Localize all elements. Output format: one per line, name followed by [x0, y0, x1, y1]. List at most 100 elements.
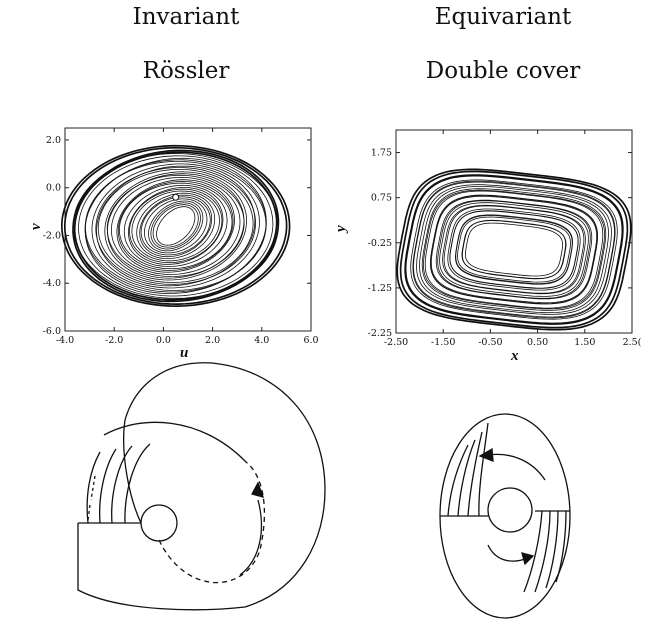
flow-line: [467, 431, 483, 517]
trajectory-loop: [461, 219, 567, 280]
y-tick-label: 0.0: [46, 183, 61, 194]
trajectory-loop: [416, 184, 612, 315]
trajectory-loop: [72, 149, 280, 303]
trajectory-loop: [464, 222, 564, 277]
trajectory-loop: [461, 220, 567, 279]
flow-arrow-shaft: [239, 499, 263, 576]
double-cover-attractor-plot: -2.50 -1.50 -0.50 0.50 1.50 2.5(1.75 0.75 -0.25…: [333, 129, 642, 364]
inner-band-edge: [103, 421, 247, 463]
trajectory-loop: [429, 194, 599, 305]
trajectory-loop: [84, 159, 267, 293]
attractor-trajectories: [60, 144, 291, 307]
x-tick-label: -2.50: [384, 337, 408, 348]
y-tick-label: -2.0: [43, 230, 61, 241]
flow-line: [99, 448, 117, 524]
y-tick-label: -6.0: [43, 326, 61, 337]
trajectory-loop: [116, 179, 235, 273]
flow-line: [86, 451, 101, 524]
trajectory-loop: [128, 187, 224, 265]
x-tick-label: 2.0: [205, 335, 220, 346]
trajectory-loop: [413, 181, 615, 318]
trajectory-loop: [423, 189, 605, 310]
trajectory-loop: [399, 170, 629, 329]
trajectory-loop: [139, 194, 213, 258]
flow-line-dashed: [90, 475, 96, 501]
trajectory-loop: [106, 173, 245, 279]
attractor-trajectories: [396, 168, 632, 331]
y-tick-label: -4.0: [43, 278, 61, 289]
flow-line: [124, 443, 151, 524]
x-tick-label: 6.0: [303, 335, 318, 346]
trajectory-loop: [136, 192, 216, 259]
flow-line: [523, 510, 543, 593]
trajectory-loop: [110, 176, 241, 275]
tick-marks: -4.0 -2.0 0.0 2.0 4.0 6.02.00.0-2.0-4.0-6.0: [43, 128, 319, 346]
plot-frame: [395, 129, 633, 334]
heading-equivariant: Equivariant: [434, 4, 572, 30]
rotation-arrow-icon: [521, 552, 535, 566]
trajectory-loop: [150, 202, 201, 250]
trajectory-loop: [97, 169, 254, 283]
central-hole: [140, 504, 178, 542]
trajectory-loop: [410, 179, 618, 320]
trajectory-loop: [95, 167, 257, 285]
trajectory-loop: [118, 182, 233, 270]
x-axis-label: u: [180, 345, 188, 361]
y-tick-label: -2.25: [368, 328, 392, 339]
trajectory-loop: [104, 171, 248, 281]
trajectory-loop: [140, 196, 211, 256]
x-tick-label: -1.50: [431, 337, 455, 348]
central-hole: [487, 487, 533, 533]
heading-invariant: Invariant: [132, 4, 240, 30]
y-tick-label: 1.75: [371, 148, 392, 159]
x-tick-label: 0.0: [156, 335, 171, 346]
trajectory-loop: [117, 180, 234, 271]
fixed-point-marker: [172, 193, 180, 201]
trajectory-loop: [430, 195, 598, 305]
trajectory-loop: [91, 163, 260, 289]
trajectory-loop: [123, 184, 228, 267]
trajectory-loop: [156, 206, 196, 246]
flow-line: [555, 510, 567, 583]
trajectory-loop: [424, 190, 604, 309]
trajectory-loop: [442, 204, 586, 295]
y-tick-label: 0.75: [371, 193, 392, 204]
outer-band-edge: [77, 362, 326, 611]
flow-line: [545, 510, 559, 589]
x-tick-label: 4.0: [254, 335, 269, 346]
x-tick-label: -4.0: [56, 335, 74, 346]
rossler-template-schematic: [77, 362, 326, 611]
flow-line: [534, 510, 551, 593]
trajectory-loop: [449, 210, 579, 289]
trajectory-loop: [78, 155, 274, 297]
tick-marks: -2.50 -1.50 -0.50 0.50 1.50 2.5(1.75 0.75 -0.25…: [368, 130, 642, 348]
trajectory-loop: [60, 144, 291, 307]
flow-line-dashed: [87, 504, 91, 521]
trajectory-loop: [443, 205, 585, 294]
x-tick-label: 0.50: [527, 337, 548, 348]
flow-arrow-icon: [251, 481, 265, 498]
trajectory-loop: [96, 165, 256, 287]
flow-line: [478, 422, 489, 517]
trajectory-loop: [106, 174, 245, 278]
double-cover-template-schematic: [439, 413, 571, 619]
flow-line: [111, 445, 133, 524]
rotation-arrow-icon: [478, 447, 494, 462]
y-axis-label: v: [28, 223, 44, 230]
y-tick-label: -0.25: [368, 238, 392, 249]
x-tick-label: -0.50: [478, 337, 502, 348]
trajectory-loop: [131, 190, 220, 262]
heading-rossler: Rössler: [142, 58, 230, 84]
trajectory-loop: [454, 214, 574, 285]
trajectory-loop: [447, 208, 581, 291]
hidden-band-edge: [158, 461, 266, 584]
flow-line: [447, 444, 469, 517]
trajectory-loop: [419, 186, 609, 314]
trajectory-loop: [143, 198, 208, 254]
x-tick-label: -2.0: [105, 335, 123, 346]
trajectory-loop: [421, 188, 607, 311]
flow-line: [457, 439, 476, 517]
trajectory-loop: [73, 151, 278, 301]
trajectory-loop: [148, 200, 204, 252]
